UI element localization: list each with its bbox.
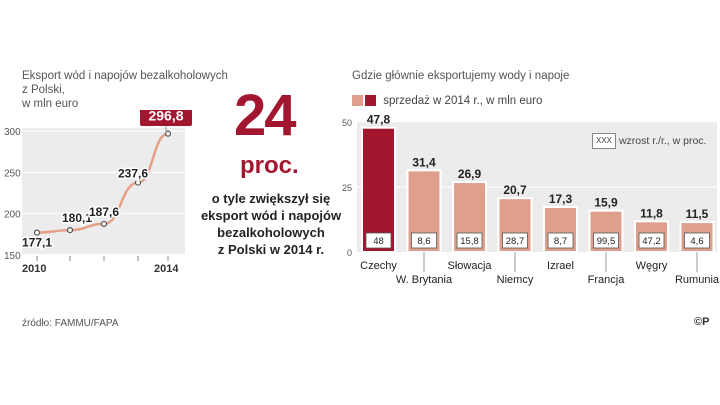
y-tick-label: 25 [342,183,352,193]
growth-label: 47,2 [642,236,661,247]
x-tick-label: 2014 [154,263,179,275]
legend-growth: XXX wzrost r./r., w proc. [592,133,706,149]
description-line: bezalkoholowych [217,225,325,240]
bar-value-label: 17,3 [549,192,573,206]
line-chart-title-line: z Polski, [22,84,65,96]
growth-label: 8,6 [417,236,430,247]
growth-label: 48 [373,236,384,247]
growth-label: 15,8 [460,236,479,247]
data-label: 187,6 [89,205,119,219]
data-point [164,130,172,137]
category-label: Słowacja [447,260,492,272]
growth-label-box [411,232,437,249]
bar-chart-title: Gdzie głównie eksportujemy wody i napoje [352,70,570,82]
growth-label-box [456,232,483,249]
legend-swatch-light [352,95,363,107]
bar [361,126,396,253]
y-tick-label: 250 [4,168,21,179]
highlight-label-box [140,110,192,126]
legend-growth-box: XXX [592,133,617,149]
data-label: 180,1 [62,211,92,225]
category-label: W. Brytania [396,274,453,286]
line-chart-title: Eksport wód i napojów bezalkoholowych z … [22,69,228,111]
growth-label-box [684,232,710,249]
category-label: Izrael [547,260,574,272]
data-point [33,229,41,236]
category-label: Czechy [360,260,397,272]
category-label: Rumunia [675,274,720,286]
y-tick-label: 0 [347,248,352,258]
line-chart-title-line: w mln euro [22,98,79,110]
growth-label-box [365,232,392,249]
bar-value-label: 20,7 [503,183,527,197]
headline-unit: proc. [240,152,299,179]
y-tick-label: 50 [342,118,352,128]
legend-swatch-dark [365,95,376,107]
growth-label-box [547,232,574,249]
headline-number: 24 [234,83,296,148]
growth-label-box [593,232,619,249]
data-label: 177,1 [22,236,52,250]
x-tick-label: 2010 [22,263,46,275]
bar-value-label: 11,8 [640,206,663,220]
line-chart-title-line: Eksport wód i napojów bezalkoholowych [22,70,228,82]
data-point [100,220,108,228]
data-label: 237,6 [118,167,148,181]
description-line: o tyle zwiększył się [211,191,331,206]
copyright-logo: ©P [694,316,710,328]
bar-value-label: 26,9 [458,167,482,181]
source-note: źródło: FAMMU/FAPA [22,318,119,329]
headline-description: o tyle zwiększył się eksport wód i napoj… [196,190,346,258]
description-line: eksport wód i napojów [200,208,342,223]
data-point [66,227,74,234]
bar-value-label: 31,4 [412,155,436,169]
growth-label: 28,7 [506,236,525,247]
category-label: Węgry [636,260,668,272]
y-tick-label: 150 [4,251,21,262]
highlight-data-label: 296,8 [148,110,183,124]
bar-value-label: 15,9 [594,196,618,210]
bar-chart: 0 25 50 47,8 48 Czechy 31,4 8,6 W. Brytania 26,9 1… [342,113,720,286]
growth-label-box [638,232,665,249]
legend-growth-label: wzrost r./r., w proc. [618,134,707,147]
legend-sales: sprzedaż w 2014 r., w mln euro [352,94,542,108]
category-label: Niemcy [497,274,534,286]
data-point [134,179,142,186]
growth-label: 4,6 [690,236,703,247]
legend-sales-label: sprzedaż w 2014 r., w mln euro [383,95,543,107]
bar-value-label: 47,8 [367,113,391,127]
category-label: Francja [588,274,626,286]
growth-label: 99,5 [597,236,616,247]
growth-label-box [502,232,528,249]
bar-value-label: 11,5 [686,207,709,221]
y-tick-label: 200 [4,210,21,221]
y-tick-label: 300 [4,127,21,138]
growth-label: 8,7 [554,236,567,247]
description-line: z Polski w 2014 r. [217,242,325,257]
